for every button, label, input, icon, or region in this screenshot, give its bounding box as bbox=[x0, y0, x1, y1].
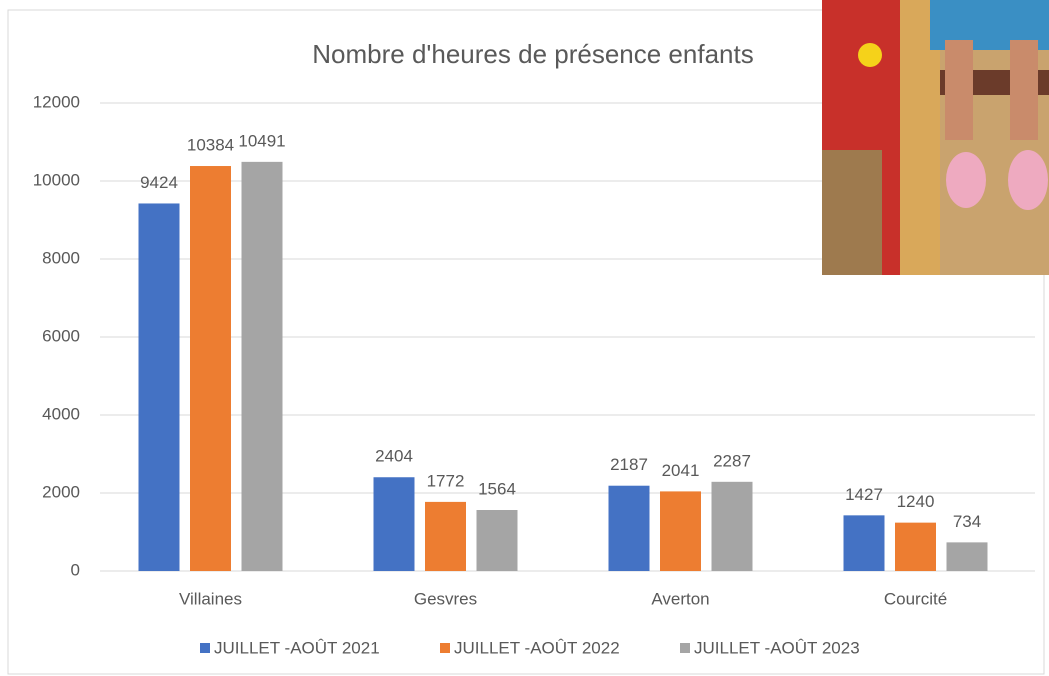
chart-title: Nombre d'heures de présence enfants bbox=[312, 39, 753, 69]
data-label: 1427 bbox=[845, 485, 883, 504]
legend-swatch bbox=[440, 643, 450, 653]
x-tick-label: Gesvres bbox=[414, 589, 477, 608]
y-tick-label: 4000 bbox=[42, 404, 80, 423]
legend-label: JUILLET -AOÛT 2022 bbox=[454, 638, 620, 657]
legend-label: JUILLET -AOÛT 2021 bbox=[214, 638, 380, 657]
legend-label: JUILLET -AOÛT 2023 bbox=[694, 638, 860, 657]
y-tick-label: 8000 bbox=[42, 248, 80, 267]
data-label: 734 bbox=[953, 512, 981, 531]
data-label: 2187 bbox=[610, 455, 648, 474]
bar bbox=[660, 491, 701, 571]
bar bbox=[425, 502, 466, 571]
data-label: 1240 bbox=[897, 492, 935, 511]
data-label: 2404 bbox=[375, 447, 413, 466]
data-label: 10384 bbox=[187, 136, 234, 155]
bar bbox=[712, 482, 753, 571]
data-label: 2041 bbox=[662, 461, 700, 480]
bar bbox=[139, 203, 180, 571]
bar bbox=[895, 523, 936, 571]
data-label: 10491 bbox=[238, 131, 285, 150]
legend-swatch bbox=[680, 643, 690, 653]
bar bbox=[844, 515, 885, 571]
photo bbox=[822, 0, 1049, 275]
bar bbox=[374, 477, 415, 571]
y-tick-label: 0 bbox=[71, 560, 80, 579]
y-tick-label: 12000 bbox=[33, 92, 80, 111]
bar bbox=[477, 510, 518, 571]
y-tick-label: 10000 bbox=[33, 170, 80, 189]
legend-swatch bbox=[200, 643, 210, 653]
y-tick-label: 2000 bbox=[42, 482, 80, 501]
bar bbox=[242, 162, 283, 571]
bar bbox=[947, 542, 988, 571]
data-label: 1772 bbox=[427, 471, 465, 490]
bar bbox=[190, 166, 231, 571]
x-tick-label: Villaines bbox=[179, 589, 242, 608]
chart: Nombre d'heures de présence enfants 0 200… bbox=[0, 0, 1049, 676]
data-label: 1564 bbox=[478, 479, 516, 498]
bar bbox=[609, 486, 650, 571]
y-tick-label: 6000 bbox=[42, 326, 80, 345]
data-label: 9424 bbox=[140, 173, 178, 192]
data-label: 2287 bbox=[713, 451, 751, 470]
x-tick-label: Averton bbox=[651, 589, 709, 608]
x-tick-label: Courcité bbox=[884, 589, 947, 608]
